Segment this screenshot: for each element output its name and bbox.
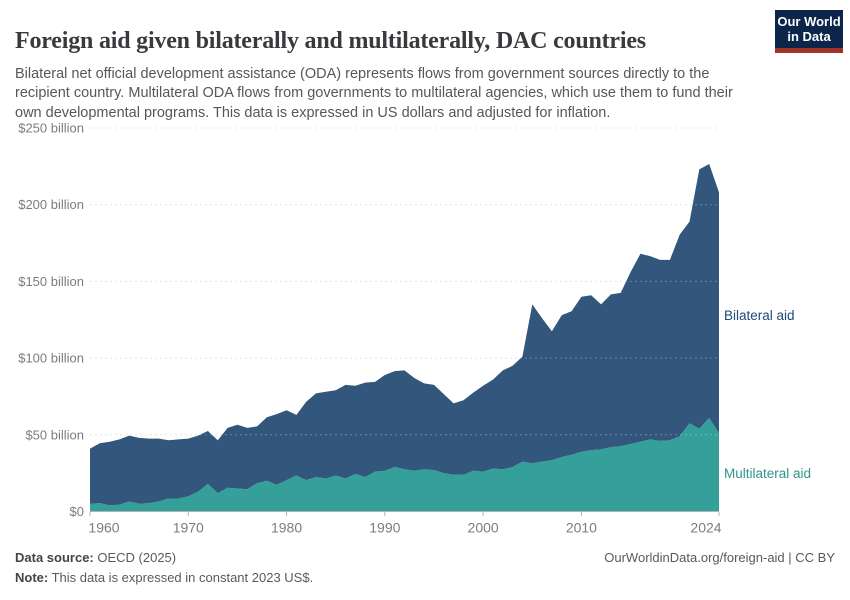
area-multilateral-aid[interactable] <box>90 417 719 512</box>
series-label-multilateral: Multilateral aid <box>724 466 812 481</box>
x-tick-label: 2000 <box>468 520 499 536</box>
page-title: Foreign aid given bilaterally and multil… <box>15 28 646 55</box>
owid-logo[interactable]: Our World in Data <box>775 10 843 48</box>
chart-footer: Data source: OECD (2025) Note: This data… <box>0 544 850 600</box>
owid-link[interactable]: OurWorldinData.org/foreign-aid | CC BY <box>604 550 835 565</box>
x-tick-label: 1980 <box>271 520 302 536</box>
y-tick-label: $50 billion <box>25 427 84 442</box>
x-tick-label: 1990 <box>369 520 400 536</box>
x-tick-label: 2024 <box>690 520 721 536</box>
note-line: Note: This data is expressed in constant… <box>15 570 313 585</box>
y-tick-label: $200 billion <box>18 197 84 212</box>
note-value: This data is expressed in constant 2023 … <box>48 570 314 585</box>
x-tick-label: 1970 <box>173 520 204 536</box>
owid-logo-line1: Our World <box>777 14 841 29</box>
y-tick-label: $250 billion <box>18 121 84 136</box>
owid-logo-line2: in Data <box>787 29 831 44</box>
x-tick-label: 1960 <box>88 520 119 536</box>
data-source-line: Data source: OECD (2025) <box>15 550 176 565</box>
y-tick-label: $150 billion <box>18 274 84 289</box>
owid-logo-stripe <box>775 48 843 53</box>
y-tick-label: $0 <box>70 504 84 519</box>
chart-subtitle: Bilateral net official development assis… <box>15 65 733 121</box>
x-tick-label: 2010 <box>566 520 597 536</box>
y-tick-label: $100 billion <box>18 351 84 366</box>
data-source-label: Data source: <box>15 550 94 565</box>
data-source-value: OECD (2025) <box>93 550 177 565</box>
series-label-bilateral: Bilateral aid <box>724 308 795 323</box>
area-bilateral-aid[interactable] <box>90 164 719 506</box>
note-label: Note: <box>15 570 49 585</box>
